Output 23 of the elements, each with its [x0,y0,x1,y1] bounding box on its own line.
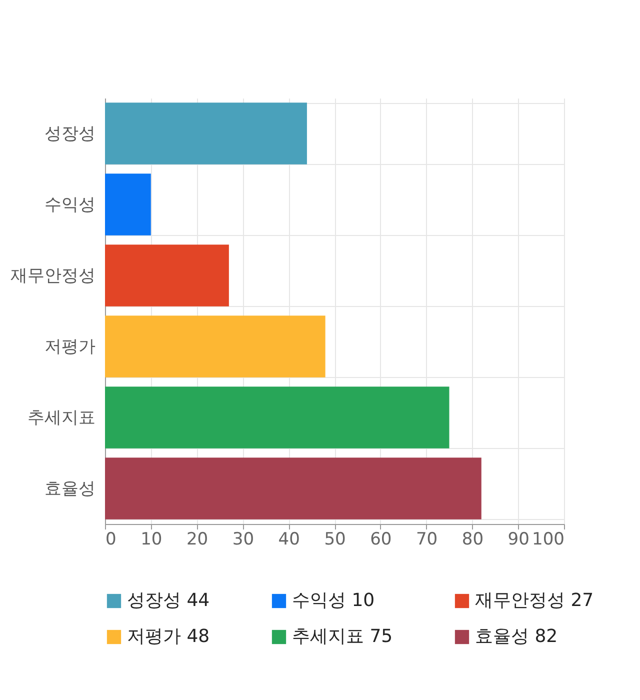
x-tick-label: 80 [462,530,484,550]
x-tick-label: 20 [186,530,208,550]
x-tick-label: 90 [508,530,530,550]
x-tick-label: 10 [140,530,162,550]
y-tick-label: 추세지표 [28,408,96,428]
x-tick-label: 50 [324,530,346,550]
x-tick-label: 100 [532,530,564,550]
legend-label: 성장성 44 [127,590,210,611]
y-tick-label: 저평가 [44,337,96,357]
x-tick-label: 30 [232,530,254,550]
x-tick-label: 60 [370,530,392,550]
y-tick-label: 성장성 [44,124,96,144]
legend-label: 효율성 82 [475,626,558,647]
legend-label: 저평가 48 [127,626,210,647]
x-tick-label: 40 [278,530,300,550]
y-tick-label: 효율성 [44,479,96,499]
y-tick-label: 수익성 [44,195,96,215]
legend-label: 추세지표 75 [292,626,393,647]
legend-label: 재무안정성 27 [475,590,594,611]
x-tick-label: 0 [106,530,116,550]
y-tick-label: 재무안정성 [10,266,96,286]
x-tick-label: 70 [416,530,438,550]
legend-label: 수익성 10 [292,590,375,611]
